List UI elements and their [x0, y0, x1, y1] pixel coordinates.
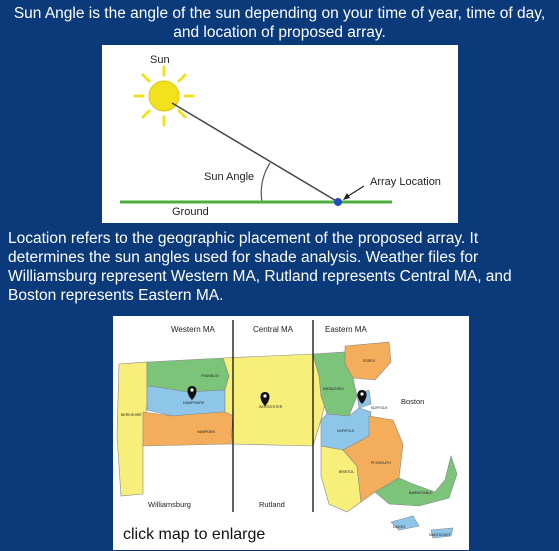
intro-text: Sun Angle is the angle of the sun depend… [13, 5, 546, 41]
city-rutland: Rutland [259, 500, 285, 509]
location-text: Location refers to the geographic placem… [8, 230, 512, 304]
label-middlesex: MIDDLESEX [323, 387, 344, 391]
label-worcester: WORCESTER [259, 405, 283, 409]
county-worcester [222, 353, 328, 447]
label-suffolk: SUFFOLK [371, 406, 388, 410]
label-barnstable: BARNSTABLE [409, 491, 433, 495]
label-hampshire: HAMPSHIRE [183, 401, 205, 405]
county-hampden [142, 411, 234, 447]
label-dukes: DUKES [393, 525, 406, 529]
county-dukes [390, 515, 420, 531]
county-plymouth [342, 415, 404, 503]
label-nantucket: NANTUCKET [429, 533, 452, 537]
label-norfolk: NORFOLK [337, 429, 355, 433]
county-berkshire [116, 361, 148, 497]
sun-angle-label: Sun Angle [204, 171, 254, 183]
pin-icon-boston [357, 390, 367, 404]
array-location-label: Array Location [370, 176, 441, 188]
header-central-ma: Central MA [253, 325, 294, 334]
county-nantucket [430, 527, 454, 539]
sun-label: Sun [150, 54, 170, 66]
label-essex: ESSEX [363, 359, 376, 363]
sun-ray-line [171, 102, 339, 203]
county-middlesex [312, 351, 358, 417]
sun-icon [133, 65, 195, 127]
massachusetts-map[interactable]: Western MA Central MA Eastern MA FRANKLI… [113, 316, 469, 550]
pin-icon-williamsburg [187, 386, 197, 400]
label-bristol: BRISTOL [339, 470, 354, 474]
label-berkshire: BERKSHIRE [121, 413, 142, 417]
sun-angle-diagram: Sun Sun Angle Ground Array Location [102, 45, 458, 223]
ground-label: Ground [172, 206, 209, 218]
label-hampden: HAMPDEN [197, 430, 215, 434]
enlarge-map-caption[interactable]: click map to enlarge [123, 526, 266, 543]
array-arrowhead [343, 193, 350, 200]
header-eastern-ma: Eastern MA [325, 325, 367, 334]
city-boston: Boston [401, 397, 424, 406]
city-williamsburg: Williamsburg [148, 500, 191, 509]
county-barnstable [374, 454, 458, 507]
header-western-ma: Western MA [171, 325, 216, 334]
array-location-dot [334, 198, 342, 206]
angle-arc [260, 162, 271, 203]
pin-icon-rutland [260, 392, 270, 406]
label-franklin: FRANKLIN [201, 374, 219, 378]
label-plymouth: PLYMOUTH [371, 461, 391, 465]
